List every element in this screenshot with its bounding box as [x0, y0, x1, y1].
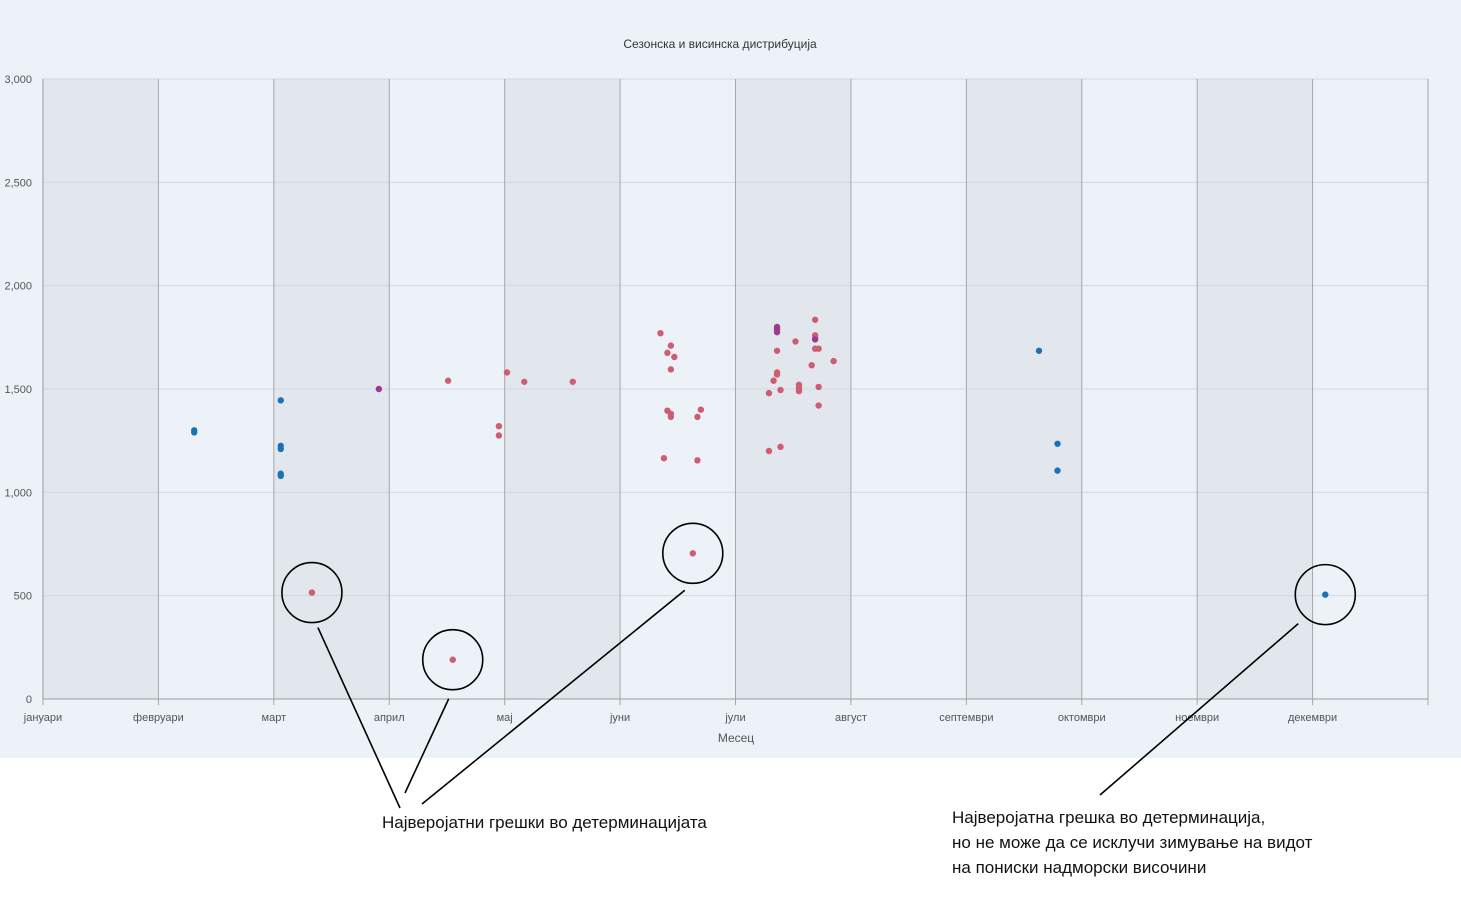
x-tick-label: јануари — [23, 712, 62, 724]
annotation-note-left: Најверојатни грешки во детерминацијата — [382, 813, 707, 832]
data-point — [667, 342, 675, 349]
data-point — [765, 447, 773, 455]
data-point — [795, 387, 803, 395]
x-tick-label: мај — [497, 712, 513, 724]
y-tick-label: 500 — [14, 591, 32, 603]
data-point — [190, 429, 198, 436]
x-tick-label: декември — [1288, 712, 1337, 724]
data-point — [277, 472, 284, 479]
data-point — [777, 386, 784, 394]
y-tick-label: 3,000 — [4, 74, 32, 86]
data-point — [770, 377, 777, 384]
data-point — [773, 347, 781, 354]
annotation-note-right-line: но не може да се исклучи зимување на вид… — [952, 833, 1313, 852]
data-point — [773, 371, 781, 378]
data-point — [1322, 591, 1329, 598]
annotation-note-right-line: на пониски надморски височини — [952, 858, 1207, 877]
annotation-leader-line — [1099, 623, 1299, 796]
axes: 0 500 1,000 1,500 2,000 2,500 3,000 јануари февр… — [4, 74, 1428, 724]
data-point — [808, 362, 815, 369]
annotation-note-right-line: Најверојатна грешка во детерминација, — [952, 808, 1266, 827]
x-tick-label: февруари — [133, 712, 184, 724]
data-point — [689, 550, 696, 557]
annotation-leader-line — [421, 589, 686, 805]
data-point — [777, 443, 784, 451]
data-point — [815, 383, 822, 391]
annotation-circle — [661, 522, 724, 585]
data-point — [664, 349, 671, 357]
data-point — [667, 413, 675, 421]
data-point — [277, 397, 284, 404]
annotation-leader-line — [404, 698, 450, 794]
data-point — [671, 353, 678, 361]
data-point — [792, 338, 799, 345]
y-tick-label: 0 — [26, 694, 32, 706]
x-tick-label: јули — [724, 712, 745, 724]
data-point — [811, 336, 819, 343]
data-points — [190, 316, 1329, 663]
x-tick-label: октомври — [1058, 712, 1106, 724]
data-point — [815, 402, 822, 409]
annotation-leader-line — [317, 627, 401, 809]
data-point — [495, 423, 503, 430]
data-point — [660, 455, 668, 462]
x-tick-label: септември — [939, 712, 993, 724]
annotation-circle — [421, 628, 484, 691]
x-tick-label: април — [374, 712, 405, 724]
x-tick-label: ноември — [1175, 712, 1219, 724]
y-tick-label: 2,500 — [4, 177, 32, 189]
x-axis-title: Месец — [718, 731, 754, 745]
data-point — [1035, 347, 1043, 354]
data-point — [444, 377, 452, 384]
data-point — [495, 432, 503, 439]
annotation-circle — [1294, 563, 1357, 626]
data-point — [830, 357, 837, 365]
annotations — [281, 522, 1357, 809]
data-point — [694, 413, 701, 421]
data-point — [375, 385, 383, 393]
data-point — [765, 389, 773, 397]
data-point — [811, 316, 819, 323]
data-point — [569, 378, 576, 385]
y-tick-label: 1,500 — [4, 384, 32, 396]
chart-title: Сезонска и висинска дистрибуција — [623, 37, 817, 51]
data-point — [1054, 440, 1061, 447]
data-point — [667, 366, 675, 373]
y-tick-label: 2,000 — [4, 281, 32, 293]
data-point — [1054, 467, 1061, 474]
x-tick-label: март — [262, 712, 287, 724]
data-point — [503, 369, 511, 376]
data-point — [449, 656, 456, 663]
data-point — [521, 378, 528, 385]
y-tick-label: 1,000 — [4, 487, 32, 499]
data-point — [773, 328, 781, 336]
data-point — [815, 345, 822, 352]
annotation-circle — [281, 561, 343, 624]
data-point — [697, 406, 705, 413]
data-point — [657, 330, 664, 337]
data-point — [277, 445, 284, 453]
data-point — [308, 589, 316, 596]
annotation-note-right: Најверојатна грешка во детерминација, но… — [952, 805, 1312, 880]
x-tick-label: август — [835, 712, 867, 724]
x-tick-label: јуни — [609, 712, 630, 724]
data-point — [694, 457, 701, 464]
